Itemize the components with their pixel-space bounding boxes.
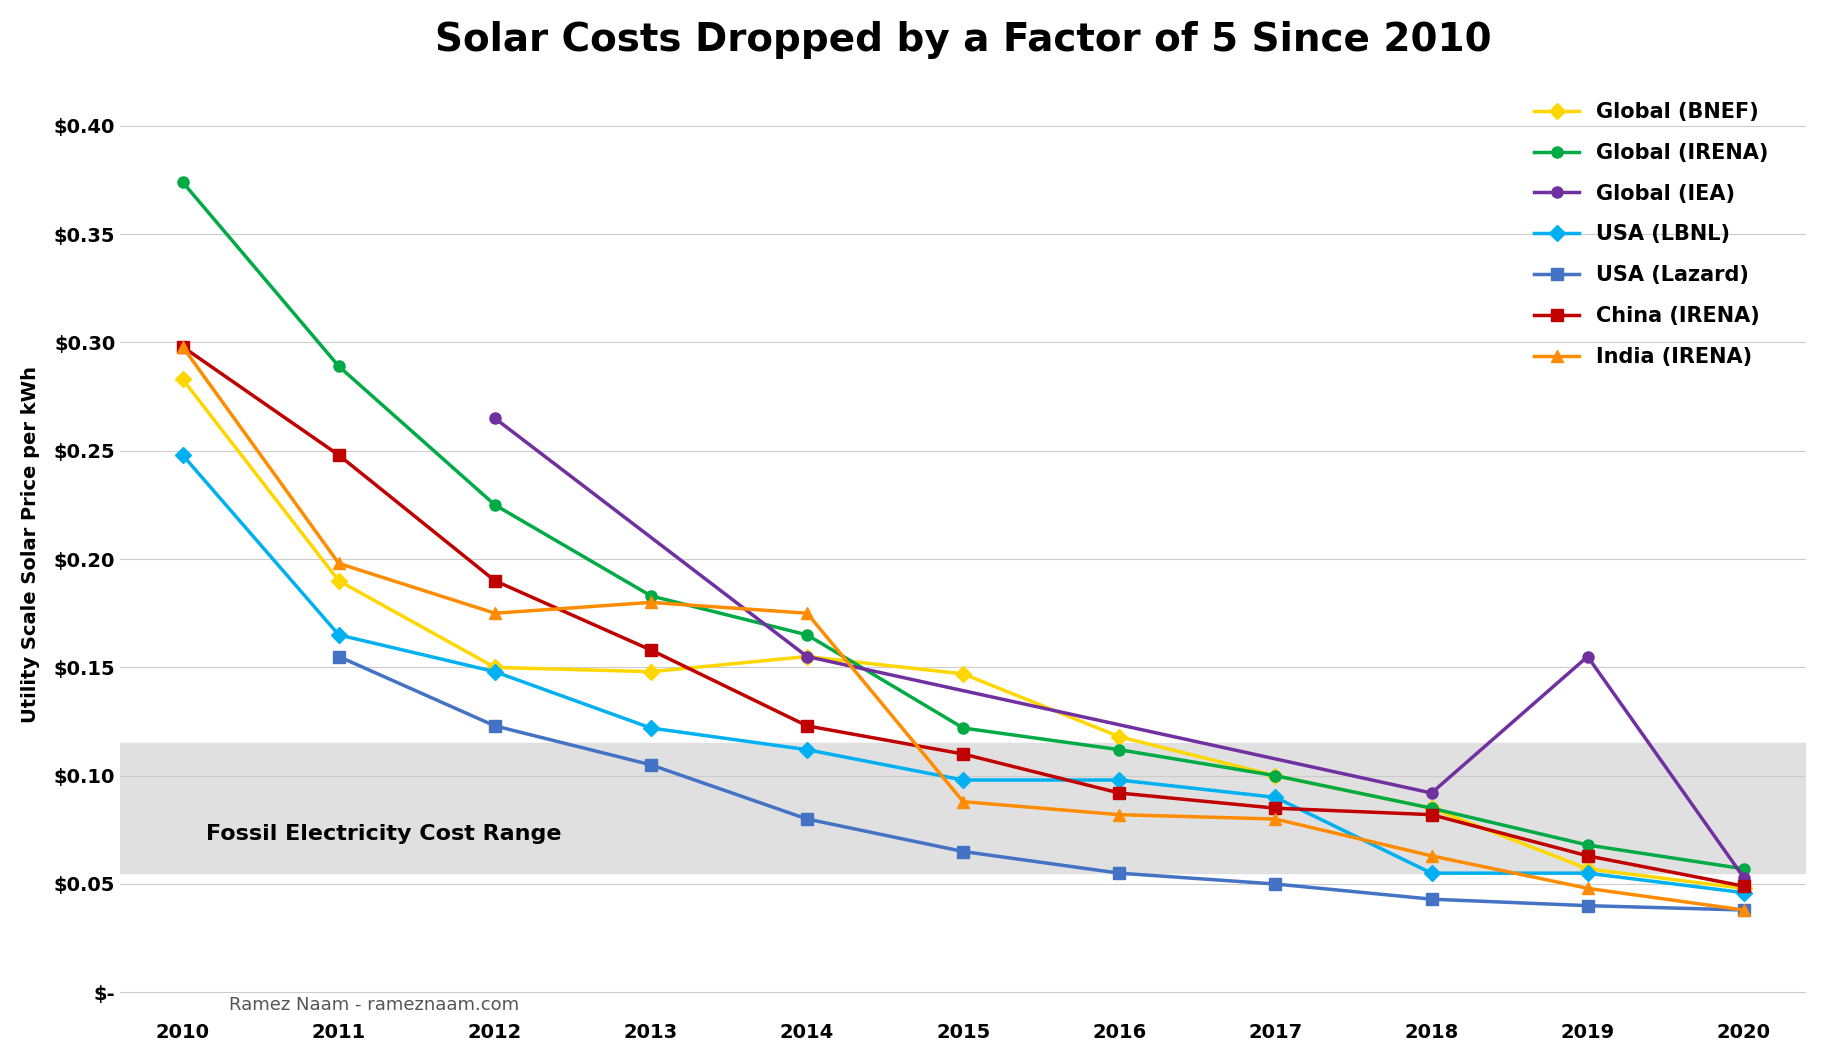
Global (IRENA) [797,628,818,641]
Global (IEA) [484,411,506,424]
India (IRENA) [484,607,506,620]
India (IRENA) [1109,808,1131,821]
Y-axis label: Utility Scale Solar Price per kWh: Utility Scale Solar Price per kWh [20,367,40,724]
USA (Lazard) [327,651,349,663]
Line: Global (IEA): Global (IEA) [490,412,1748,883]
Bar [121,743,1807,873]
China (IRENA) [639,644,661,657]
China (IRENA) [797,720,818,732]
Global (IRENA) [1421,802,1443,814]
Global (IEA) [1577,651,1599,663]
USA (LBNL) [1577,866,1599,879]
USA (Lazard) [639,759,661,772]
USA (LBNL) [797,743,818,756]
Global (IRENA) [1732,862,1754,875]
Global (IRENA) [1577,839,1599,851]
USA (Lazard) [484,720,506,732]
India (IRENA) [327,557,349,570]
Global (IRENA) [639,590,661,603]
Global (IRENA) [952,722,974,735]
Global (BNEF) [639,665,661,678]
India (IRENA) [172,340,194,353]
India (IRENA) [1577,882,1599,895]
China (IRENA) [1577,849,1599,862]
USA (Lazard) [1732,904,1754,916]
India (IRENA) [639,596,661,609]
India (IRENA) [1264,812,1286,825]
Line: USA (LBNL): USA (LBNL) [177,450,1748,898]
Global (IEA) [797,651,818,663]
Global (BNEF) [1264,770,1286,782]
Line: China (IRENA): China (IRENA) [177,341,1748,892]
USA (Lazard) [1109,866,1131,879]
China (IRENA) [172,340,194,353]
Global (BNEF) [1109,730,1131,743]
Global (BNEF) [484,661,506,674]
China (IRENA) [1109,787,1131,799]
USA (Lazard) [1577,899,1599,912]
China (IRENA) [1732,880,1754,893]
Global (BNEF) [1577,862,1599,875]
Global (IEA) [1732,871,1754,883]
India (IRENA) [1732,904,1754,916]
China (IRENA) [484,574,506,587]
India (IRENA) [797,607,818,620]
Global (BNEF) [327,574,349,587]
China (IRENA) [1264,802,1286,814]
USA (Lazard) [1421,893,1443,906]
USA (LBNL) [639,722,661,735]
Line: Global (BNEF): Global (BNEF) [177,374,1748,894]
Title: Solar Costs Dropped by a Factor of 5 Since 2010: Solar Costs Dropped by a Factor of 5 Sin… [435,21,1491,58]
Global (BNEF) [1732,882,1754,895]
Legend: Global (BNEF), Global (IRENA), Global (IEA), USA (LBNL), USA (Lazard), China (IR: Global (BNEF), Global (IRENA), Global (I… [1524,91,1779,377]
Global (IRENA) [327,360,349,373]
USA (Lazard) [797,812,818,825]
Global (BNEF) [1421,802,1443,814]
Line: Global (IRENA): Global (IRENA) [177,176,1748,875]
Global (BNEF) [952,668,974,680]
USA (LBNL) [952,774,974,787]
China (IRENA) [952,747,974,760]
USA (LBNL) [1421,866,1443,879]
USA (LBNL) [1732,887,1754,899]
USA (LBNL) [172,449,194,461]
China (IRENA) [1421,808,1443,821]
Line: USA (Lazard): USA (Lazard) [333,651,1748,915]
India (IRENA) [1421,849,1443,862]
Global (IRENA) [1109,743,1131,756]
USA (Lazard) [952,845,974,858]
India (IRENA) [952,795,974,808]
Global (BNEF) [797,651,818,663]
Global (BNEF) [172,373,194,386]
Global (IRENA) [484,499,506,511]
USA (LBNL) [1109,774,1131,787]
USA (Lazard) [1264,878,1286,891]
USA (LBNL) [484,665,506,678]
Global (IRENA) [1264,770,1286,782]
Global (IEA) [1421,787,1443,799]
USA (LBNL) [327,628,349,641]
China (IRENA) [327,449,349,461]
Text: Fossil Electricity Cost Range: Fossil Electricity Cost Range [206,824,561,844]
Text: Ramez Naam - rameznaam.com: Ramez Naam - rameznaam.com [230,996,519,1014]
USA (LBNL) [1264,791,1286,804]
Line: India (IRENA): India (IRENA) [177,340,1750,916]
Global (IRENA) [172,175,194,188]
